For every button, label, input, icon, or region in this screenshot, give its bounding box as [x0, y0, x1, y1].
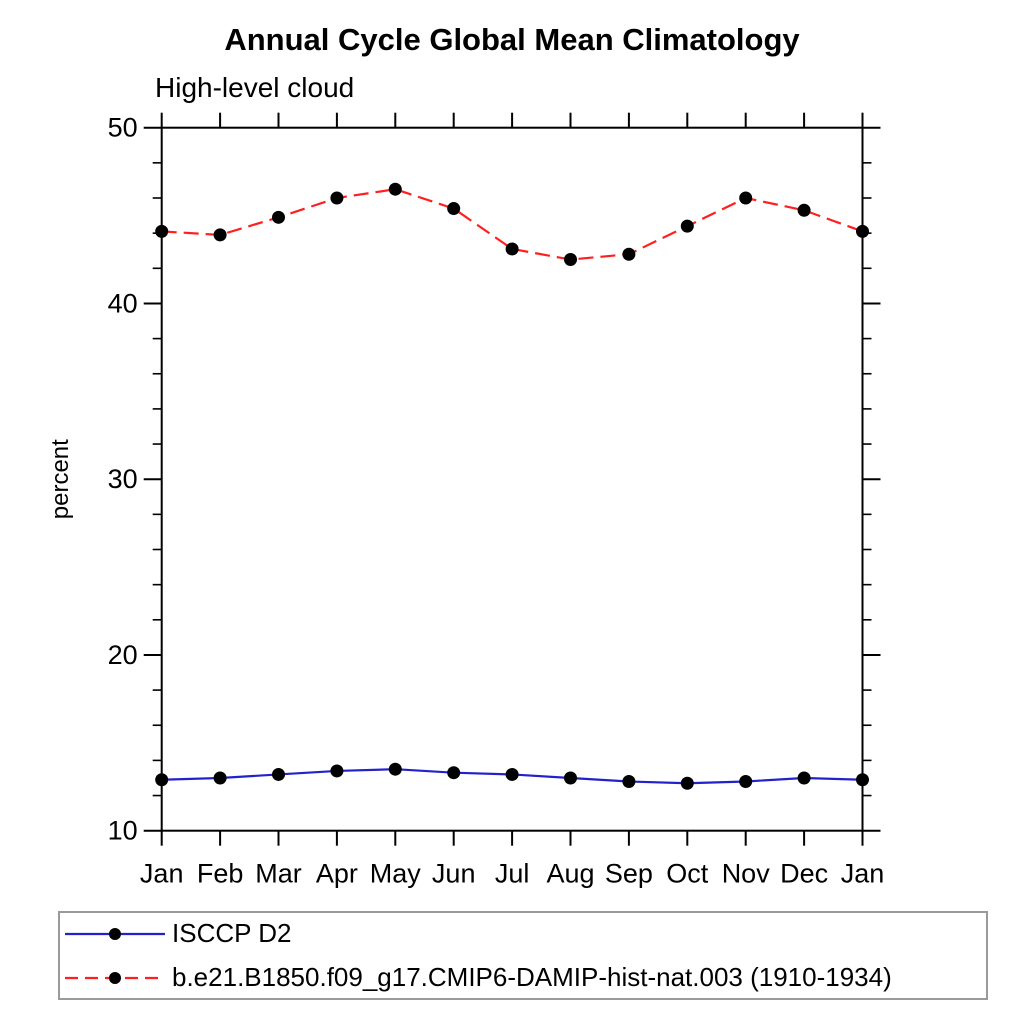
series-1-marker — [388, 182, 402, 196]
series-0-marker — [739, 774, 753, 788]
series-0-marker — [447, 766, 461, 780]
series-1-marker — [564, 253, 577, 267]
series-0-marker — [622, 774, 636, 788]
series-0-marker — [155, 773, 169, 787]
legend-label-model: b.e21.B1850.f09_g17.CMIP6-DAMIP-hist-nat… — [172, 962, 892, 992]
x-tick-label: Dec — [780, 859, 828, 889]
y-tick-label: 10 — [108, 816, 138, 846]
series-0-marker — [505, 767, 519, 781]
series-1-marker — [797, 203, 811, 217]
series-0-marker — [330, 764, 344, 778]
y-axis-label: percent — [47, 439, 74, 519]
y-tick-label: 50 — [108, 113, 138, 143]
series-0-marker — [564, 771, 577, 785]
y-tick-label: 20 — [108, 640, 138, 670]
x-tick-label: Jan — [841, 859, 885, 889]
plot-border — [160, 126, 864, 832]
x-tick-label: May — [370, 859, 422, 889]
series-1-marker — [622, 247, 636, 261]
series-0-marker — [856, 773, 869, 787]
series-0-marker — [272, 767, 285, 781]
solid-line-marker-icon — [65, 927, 165, 940]
x-tick-label: Nov — [722, 859, 771, 889]
x-tick-label: Apr — [316, 859, 358, 889]
series-1-marker — [856, 224, 869, 238]
legend-label-observation: ISCCP D2 — [172, 918, 292, 948]
legend: ISCCP D2 b.e21.B1850.f09_g17.CMIP6-DAMIP… — [58, 911, 988, 1000]
series-0-marker — [213, 771, 227, 785]
series-1-marker — [213, 228, 227, 242]
series-1-marker — [330, 191, 344, 205]
series-1-marker — [739, 191, 753, 205]
x-tick-label: Jun — [432, 859, 476, 889]
legend-item-model: b.e21.B1850.f09_g17.CMIP6-DAMIP-hist-nat… — [60, 959, 986, 997]
y-tick-label: 40 — [108, 288, 138, 318]
x-tick-label: Feb — [197, 859, 244, 889]
y-tick-label: 30 — [108, 464, 138, 494]
series-1-marker — [447, 202, 461, 216]
chart-subtitle: High-level cloud — [155, 72, 355, 103]
dashed-line-marker-icon — [65, 971, 165, 984]
series-0-marker — [388, 762, 402, 776]
x-tick-label: Oct — [666, 859, 709, 889]
x-tick-label: Jan — [140, 859, 184, 889]
series-0-marker — [797, 771, 811, 785]
series-1-marker — [272, 210, 285, 224]
x-tick-label: Jul — [495, 859, 530, 889]
x-tick-label: Sep — [605, 859, 653, 889]
series-1-marker — [155, 224, 169, 238]
series-1-marker — [505, 242, 519, 256]
series-0-marker — [680, 776, 694, 790]
x-tick-label: Aug — [546, 859, 594, 889]
series-1-marker — [680, 219, 694, 233]
chart-title: Annual Cycle Global Mean Climatology — [224, 22, 800, 57]
x-tick-label: Mar — [255, 859, 302, 889]
legend-item-observation: ISCCP D2 — [60, 915, 986, 953]
